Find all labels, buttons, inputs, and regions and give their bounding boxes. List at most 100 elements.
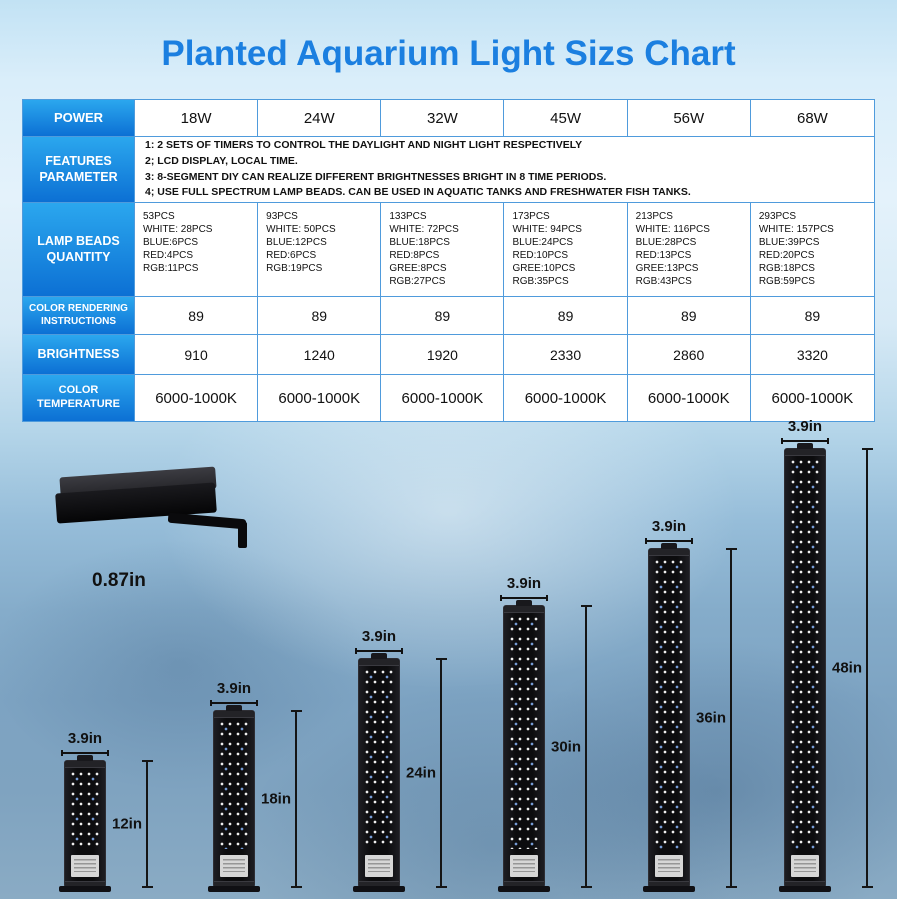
light-bar <box>208 705 260 892</box>
color-temp-value: 6000-1000K <box>750 375 874 421</box>
row-header-color-temperature: COLOR TEMPERATURE <box>23 375 135 421</box>
lamp-beads-value: 93PCS WHITE: 50PCS BLUE:12PCS RED:6PCS R… <box>258 203 382 297</box>
spec-table: POWER 18W 24W 32W 45W 56W 68W FEATURES P… <box>22 99 875 422</box>
power-value: 24W <box>258 100 382 137</box>
thickness-label: 0.87in <box>92 570 146 591</box>
width-dimension-line <box>210 700 258 706</box>
width-label: 3.9in <box>651 518 687 535</box>
row-header-brightness: BRIGHTNESS <box>23 335 135 375</box>
mount-tab <box>661 543 677 550</box>
led-array <box>655 560 683 849</box>
light-bar <box>498 600 550 892</box>
brightness-value: 2860 <box>627 335 751 375</box>
fixture-18in: 3.9in 18in <box>208 680 302 892</box>
width-label: 3.9in <box>787 418 823 435</box>
bar-cap <box>65 881 105 887</box>
row-header-power: POWER <box>23 100 135 137</box>
product-sticker <box>510 855 538 877</box>
light-bar <box>353 653 405 892</box>
length-label: 36in <box>695 709 726 727</box>
light-bar <box>59 755 111 892</box>
cri-value: 89 <box>381 297 505 335</box>
led-array <box>71 772 99 849</box>
bar-cap <box>785 881 825 887</box>
bar-cap <box>214 711 254 718</box>
fixture-48in: 3.9in 48in <box>779 418 873 892</box>
row-header-color-rendering: COLOR RENDERING INSTRUCTIONS <box>23 297 135 335</box>
fixture-12in: 3.9in 12in <box>59 730 153 892</box>
power-value: 56W <box>627 100 751 137</box>
width-label: 3.9in <box>506 575 542 592</box>
width-dimension-line <box>355 648 403 654</box>
mount-tab <box>77 755 93 762</box>
cri-value: 89 <box>627 297 751 335</box>
length-dimension-line <box>142 760 153 888</box>
mount-tab <box>371 653 387 660</box>
length-label: 48in <box>831 659 862 677</box>
width-dimension: 3.9in <box>500 575 548 601</box>
mount-feet <box>643 886 695 892</box>
width-dimension: 3.9in <box>61 730 109 756</box>
bar-cap <box>359 659 399 666</box>
cri-value: 89 <box>135 297 259 335</box>
width-dimension-line <box>781 438 829 444</box>
width-label: 3.9in <box>67 730 103 747</box>
lamp-beads-value: 133PCS WHITE: 72PCS BLUE:18PCS RED:8PCS … <box>381 203 505 297</box>
length-label: 30in <box>550 738 581 755</box>
brightness-value: 1240 <box>258 335 382 375</box>
mount-tab <box>797 443 813 450</box>
width-dimension: 3.9in <box>645 518 693 544</box>
cri-value: 89 <box>504 297 628 335</box>
width-dimension: 3.9in <box>781 418 829 444</box>
bar-cap <box>504 881 544 887</box>
row-header-lamp-beads: LAMP BEADS QUANTITY <box>23 203 135 297</box>
color-temp-value: 6000-1000K <box>258 375 382 421</box>
power-value: 68W <box>750 100 874 137</box>
power-value: 32W <box>381 100 505 137</box>
mount-feet <box>498 886 550 892</box>
width-dimension-line <box>500 595 548 601</box>
color-temp-value: 6000-1000K <box>135 375 259 421</box>
led-array <box>220 722 248 849</box>
mount-feet <box>779 886 831 892</box>
width-label: 3.9in <box>361 628 397 645</box>
length-label: 24in <box>405 764 436 782</box>
led-array <box>510 617 538 849</box>
power-value: 45W <box>504 100 628 137</box>
lamp-beads-value: 293PCS WHITE: 157PCS BLUE:39PCS RED:20PC… <box>750 203 874 297</box>
color-temp-value: 6000-1000K <box>381 375 505 421</box>
brightness-value: 910 <box>135 335 259 375</box>
lamp-beads-value: 213PCS WHITE: 116PCS BLUE:28PCS RED:13PC… <box>627 203 751 297</box>
bar-cap <box>214 881 254 887</box>
features-text: 1: 2 SETS OF TIMERS TO CONTROL THE DAYLI… <box>135 137 874 203</box>
lamp-beads-value: 173PCS WHITE: 94PCS BLUE:24PCS RED:10PCS… <box>504 203 628 297</box>
bar-cap <box>65 761 105 768</box>
mount-feet <box>353 886 405 892</box>
product-sticker <box>655 855 683 877</box>
width-dimension: 3.9in <box>355 628 403 654</box>
color-temp-value: 6000-1000K <box>627 375 751 421</box>
brightness-value: 2330 <box>504 335 628 375</box>
length-dimension-line <box>862 448 873 888</box>
brightness-value: 1920 <box>381 335 505 375</box>
lamp-beads-value: 53PCS WHITE: 28PCS BLUE:6PCS RED:4PCS RG… <box>135 203 259 297</box>
row-header-features: FEATURES PARAMETER <box>23 137 135 203</box>
led-array <box>791 460 819 849</box>
length-label: 12in <box>111 815 142 833</box>
cri-value: 89 <box>750 297 874 335</box>
bar-cap <box>649 881 689 887</box>
led-array <box>365 670 393 849</box>
light-bar <box>779 443 831 892</box>
mount-feet <box>208 886 260 892</box>
fixture-30in: 3.9in 30in <box>498 575 592 892</box>
mounting-bracket-hook <box>238 522 247 548</box>
product-sticker <box>365 855 393 877</box>
length-dimension-line <box>291 710 302 888</box>
product-sticker <box>791 855 819 877</box>
color-temp-value: 6000-1000K <box>504 375 628 421</box>
light-bar <box>643 543 695 892</box>
length-dimension-line <box>581 605 592 888</box>
page-title: Planted Aquarium Light Sizs Chart <box>161 34 736 73</box>
length-dimension-line <box>726 548 737 888</box>
